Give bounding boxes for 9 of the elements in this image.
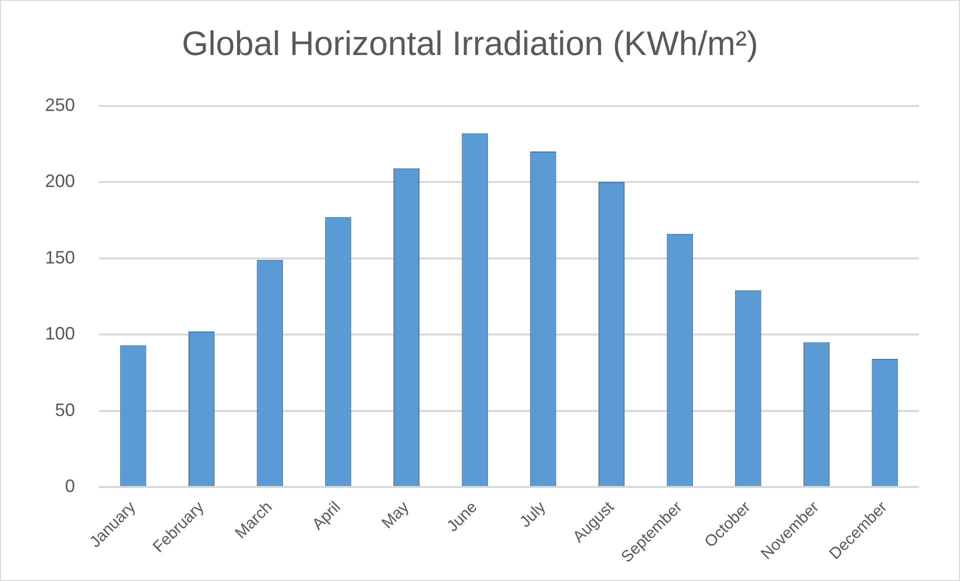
y-tick-label: 200 — [44, 171, 76, 192]
y-tick-label: 250 — [44, 94, 76, 115]
y-tick-label: 150 — [44, 247, 76, 268]
x-tick-label: May — [379, 498, 412, 532]
chart-title: Global Horizontal Irradiation (KWh/m²) — [182, 24, 758, 63]
y-tick-label: 100 — [44, 324, 76, 344]
y-tick-label: 50 — [55, 400, 76, 420]
x-tick-label: July — [516, 498, 550, 531]
y-tick-label: 0 — [65, 476, 76, 496]
